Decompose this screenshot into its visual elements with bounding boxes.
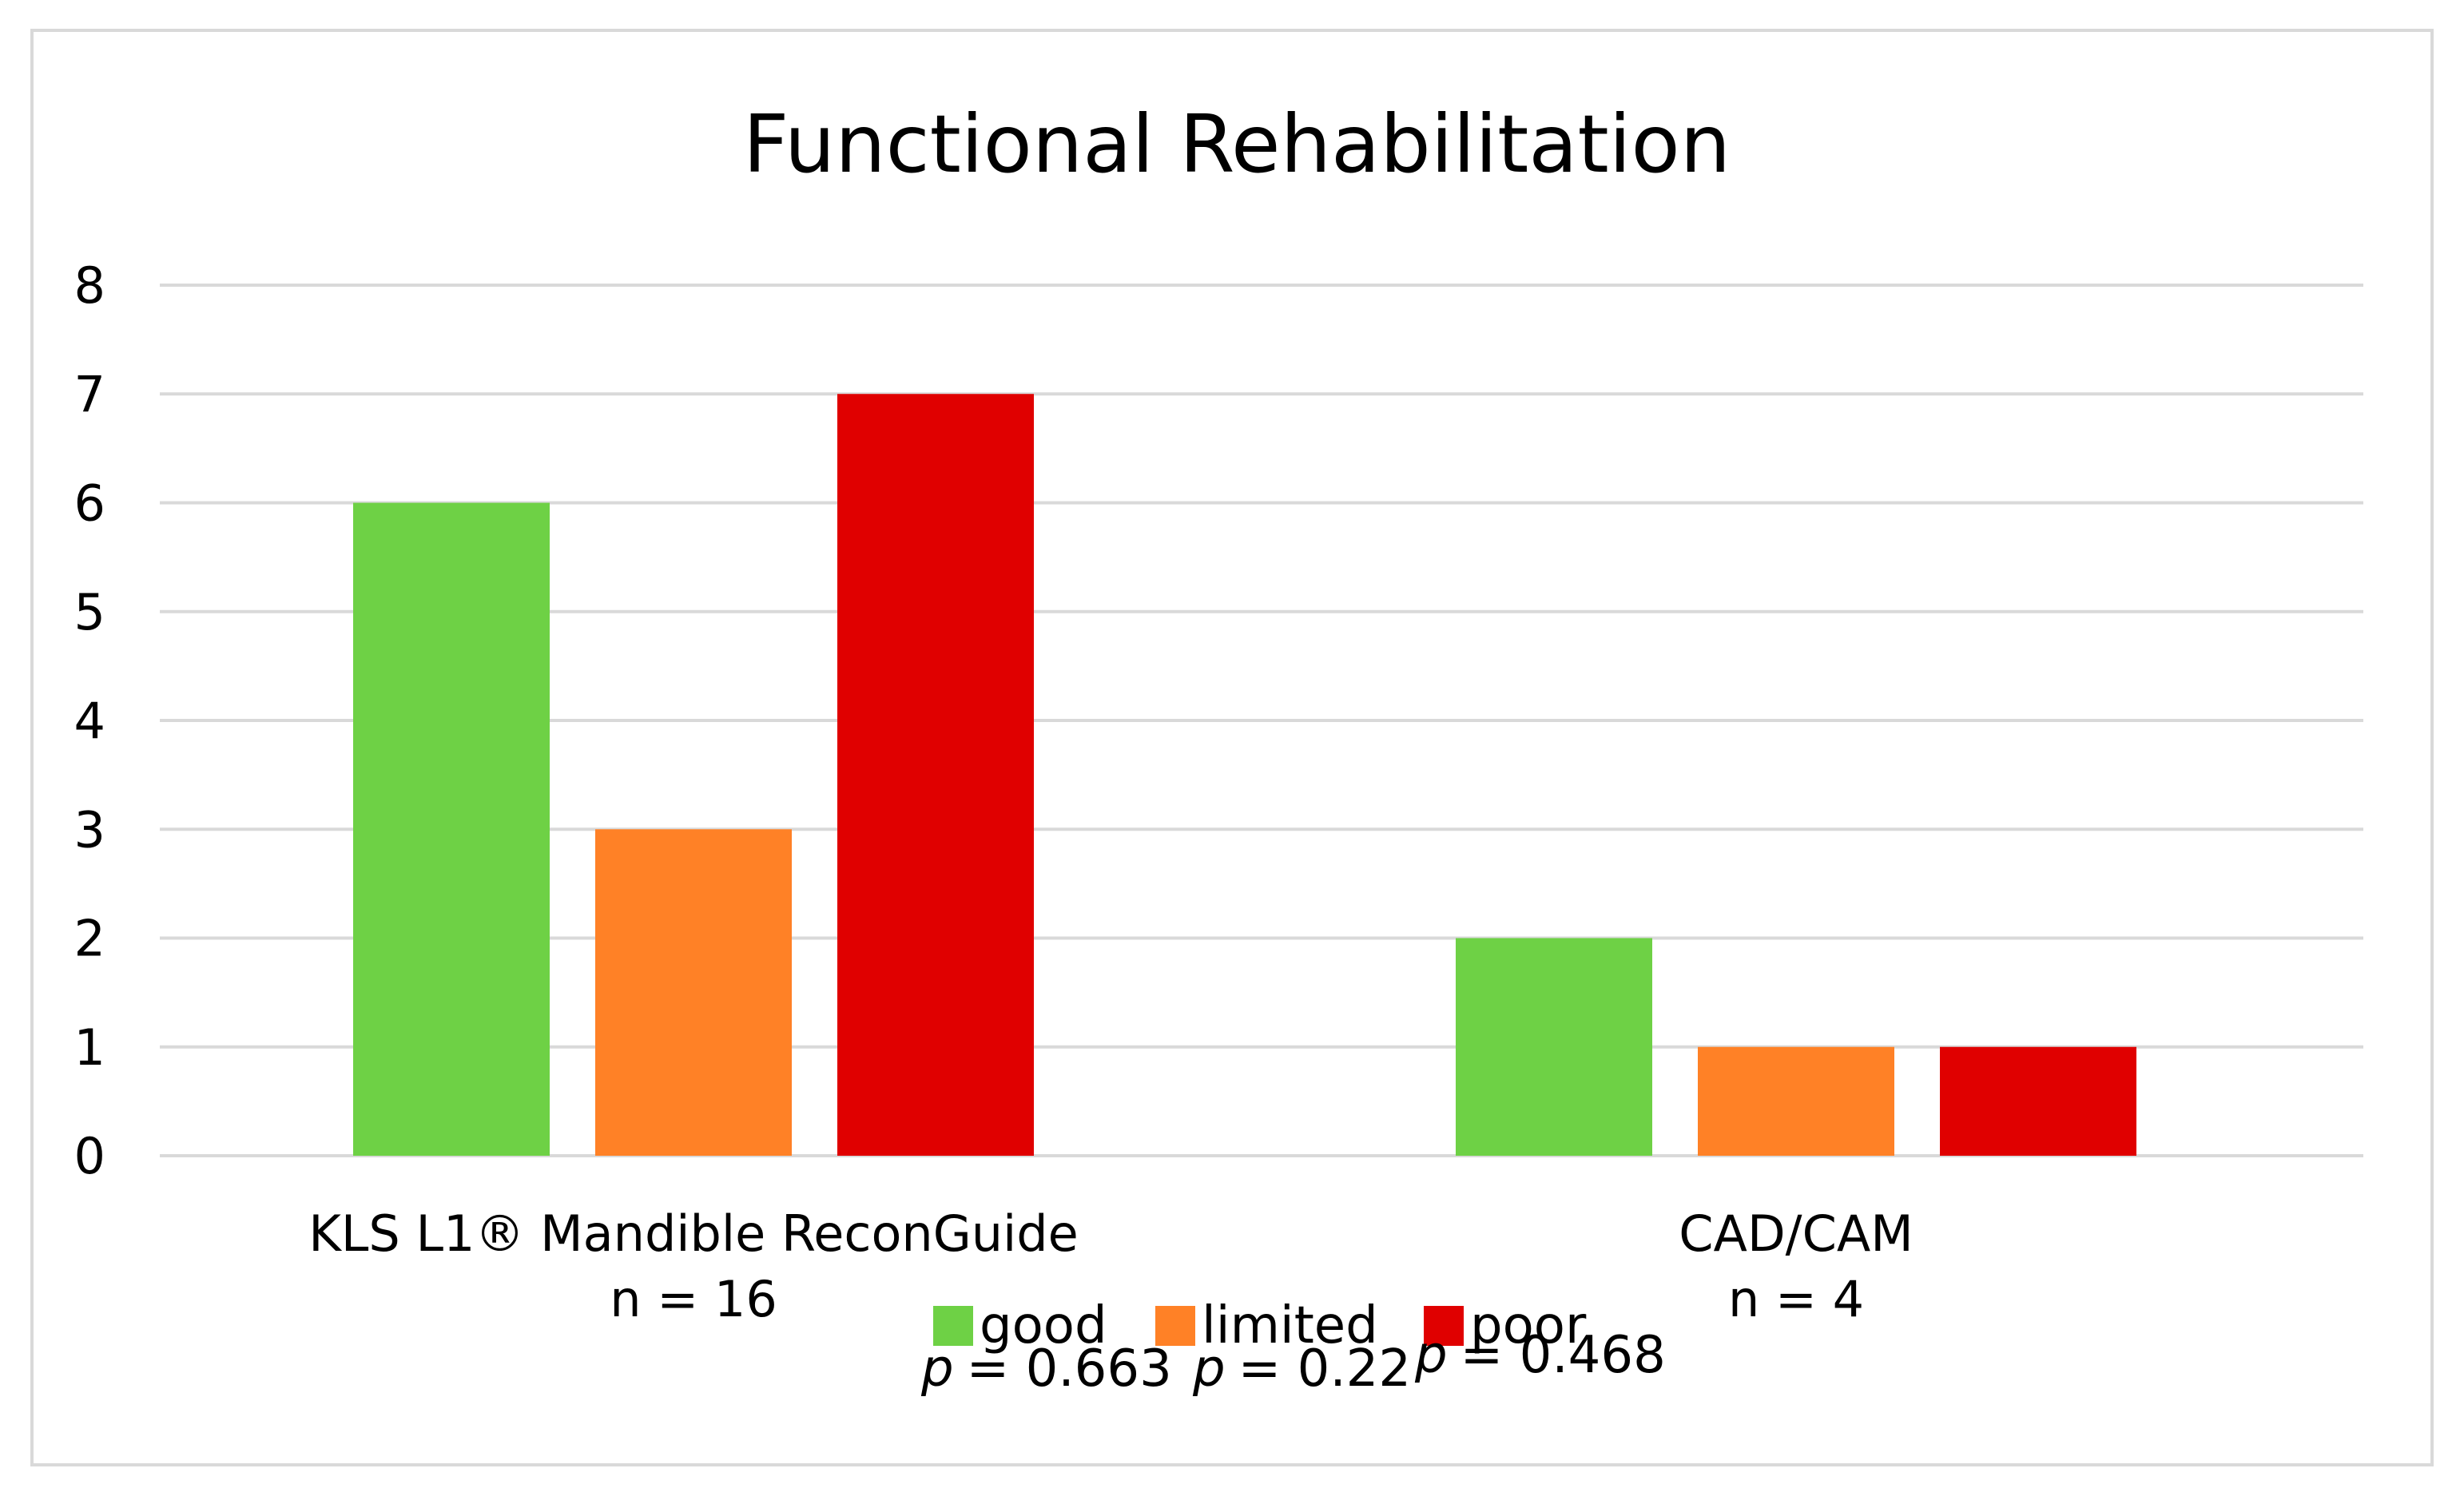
legend-label-poor: poor — [1470, 1296, 1587, 1355]
legend-swatch-poor — [1424, 1306, 1464, 1346]
y-tick-label: 7 — [74, 365, 105, 423]
y-tick-label: 0 — [74, 1127, 105, 1185]
y-tick-label: 1 — [74, 1018, 105, 1077]
y-tick-label: 4 — [74, 692, 105, 750]
x-category-label: KLS L1® Mandible ReconGuide — [308, 1204, 1079, 1263]
bars — [353, 394, 2136, 1156]
x-category-sublabel: n = 16 — [610, 1270, 777, 1328]
p-value-symbol: p — [1192, 1339, 1226, 1399]
y-tick-label: 3 — [74, 800, 105, 859]
y-tick-label: 2 — [74, 910, 105, 968]
p-value-number: = 0.468 — [1461, 1326, 1666, 1385]
p-value-number: = 0.22 — [1238, 1339, 1411, 1399]
bar-good-1 — [353, 502, 550, 1156]
y-tick-label: 8 — [74, 256, 105, 315]
bar-limited-2 — [1698, 1046, 1894, 1156]
y-tick-label: 5 — [74, 583, 105, 641]
p-value-good: p = 0.663 — [920, 1339, 1172, 1399]
legend-swatch-limited — [1155, 1306, 1195, 1346]
y-tick-label: 6 — [74, 474, 105, 533]
bar-good-2 — [1456, 938, 1652, 1156]
legend-label-limited: limited — [1202, 1296, 1378, 1355]
legend-swatch-good — [933, 1306, 973, 1346]
legend-label-good: good — [980, 1296, 1107, 1355]
bar-poor-1 — [837, 394, 1034, 1156]
x-category-sublabel: n = 4 — [1728, 1270, 1864, 1328]
x-axis-category-labels: KLS L1® Mandible ReconGuide n = 16 CAD/CAM… — [308, 1204, 1914, 1328]
x-category-label: CAD/CAM — [1679, 1204, 1914, 1263]
bar-limited-1 — [595, 829, 792, 1156]
chart-title: Functional Rehabilitation — [743, 97, 1731, 191]
p-value-limited: p = 0.22 — [1192, 1339, 1411, 1399]
bar-poor-2 — [1940, 1046, 2136, 1156]
p-value-symbol: p — [1414, 1326, 1448, 1385]
p-value-symbol: p — [920, 1339, 954, 1399]
y-axis-tick-labels: 0 1 2 3 4 5 6 7 8 — [74, 256, 105, 1185]
p-value-poor: p = 0.468 — [1414, 1326, 1666, 1385]
p-value-number: = 0.663 — [967, 1339, 1172, 1399]
